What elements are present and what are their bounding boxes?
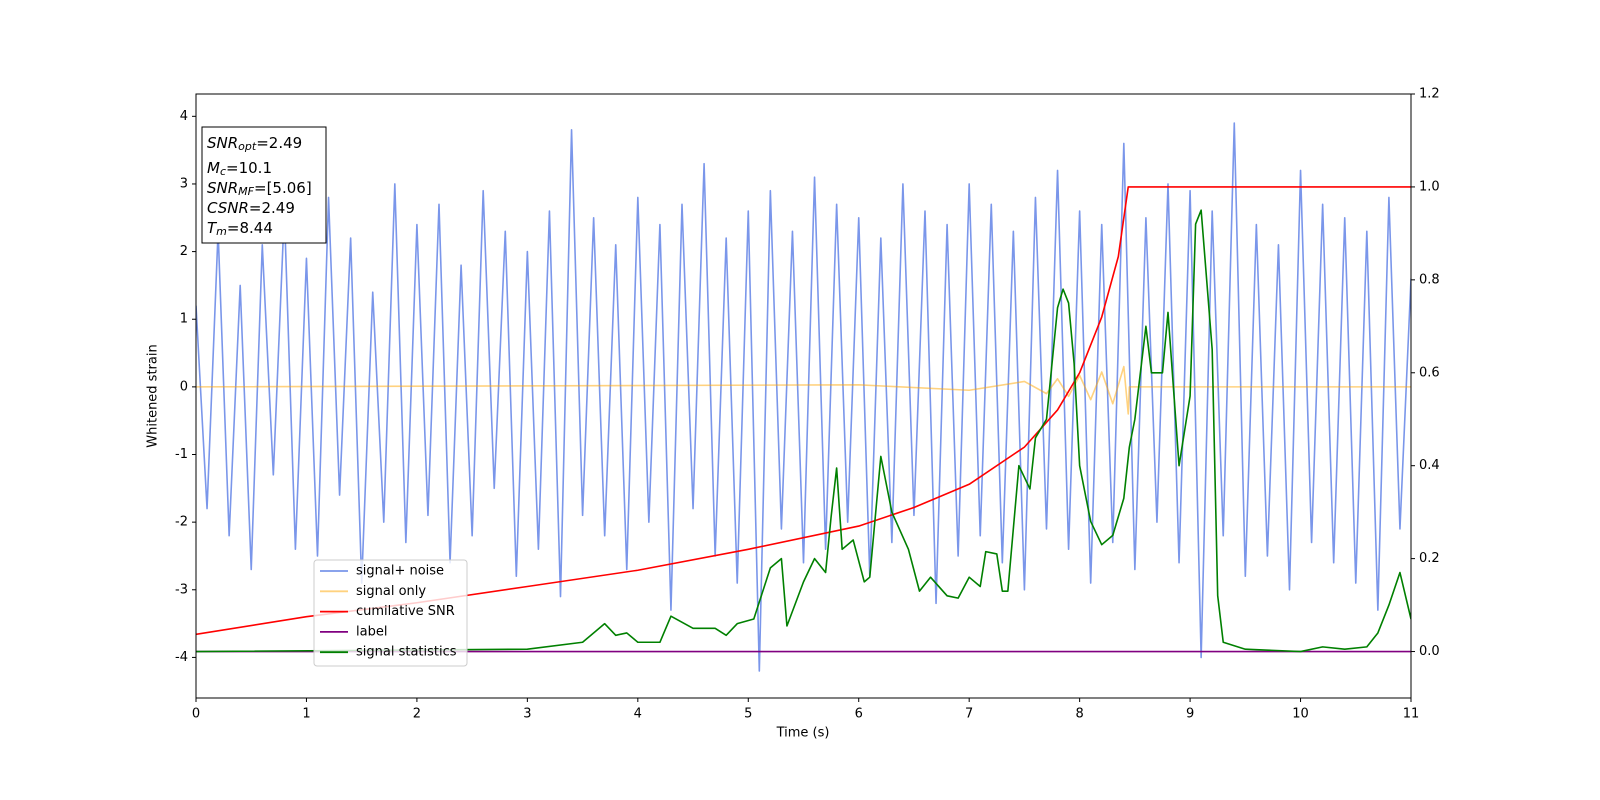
- annotation-symbol: T: [207, 219, 218, 237]
- x-tick-label: 9: [1186, 707, 1194, 722]
- y2-tick-label: 0.4: [1419, 458, 1440, 473]
- legend-label: signal+ noise: [356, 564, 444, 579]
- annotation-value: =8.44: [227, 219, 273, 237]
- y-tick-label: 3: [180, 176, 188, 191]
- annotation-value: =10.1: [226, 159, 272, 177]
- y-tick-label: -4: [175, 650, 188, 665]
- series-line: [196, 122, 1411, 672]
- x-tick-label: 2: [413, 707, 421, 722]
- y-tick-label: -2: [175, 515, 188, 530]
- x-tick-label: 1: [302, 707, 310, 722]
- x-tick-label: 0: [192, 707, 200, 722]
- y2-tick-label: 0.8: [1419, 272, 1440, 287]
- legend-label: cumilative SNR: [356, 604, 455, 619]
- series-line: [196, 186, 1411, 636]
- annotation-symbol: SNR: [207, 134, 238, 152]
- annotation-symbol: SNR: [207, 179, 238, 197]
- annotation: SNRMF=[5.06]: [207, 179, 312, 199]
- x-axis-label: Time (s): [776, 726, 830, 741]
- annotation: Mc=10.1: [207, 159, 272, 179]
- annotation-symbol: M: [207, 159, 220, 177]
- y-axis-label: Whitened strain: [146, 344, 161, 447]
- y-tick-label: 4: [180, 109, 188, 124]
- y-tick-label: 1: [180, 312, 188, 327]
- legend-label: signal statistics: [356, 645, 457, 660]
- y-tick-label: 0: [180, 379, 188, 394]
- y-tick-label: -1: [175, 447, 188, 462]
- y-tick-label: -3: [175, 582, 188, 597]
- y2-tick-label: 0.2: [1419, 551, 1440, 566]
- y2-tick-label: 1.2: [1419, 87, 1440, 102]
- y2-tick-label: 1.0: [1419, 179, 1440, 194]
- annotation-symbol: CSNR: [207, 199, 249, 217]
- annotation-value: =2.49: [256, 134, 302, 152]
- legend-box: [313, 559, 468, 667]
- y-tick-label: 2: [180, 244, 188, 259]
- x-tick-label: 3: [523, 707, 531, 722]
- y2-tick-label: 0.0: [1419, 644, 1440, 659]
- annotation: CSNR=2.49: [207, 199, 295, 217]
- x-tick-label: 6: [855, 707, 863, 722]
- annotation-subscript: c: [220, 165, 226, 178]
- annotation-box: [201, 126, 327, 244]
- x-tick-label: 8: [1075, 707, 1083, 722]
- annotation-value: =2.49: [249, 199, 295, 217]
- x-tick-label: 10: [1292, 707, 1309, 722]
- annotation: SNRopt=2.49: [207, 134, 302, 154]
- series-line: [196, 209, 1411, 653]
- legend-label: signal only: [356, 584, 426, 599]
- annotation: Tm=8.44: [207, 219, 273, 239]
- annotation-subscript: MF: [238, 185, 254, 198]
- x-tick-label: 4: [634, 707, 642, 722]
- series-line: [196, 365, 1411, 415]
- y2-tick-label: 0.6: [1419, 365, 1440, 380]
- x-tick-label: 7: [965, 707, 973, 722]
- annotation-subscript: m: [216, 225, 227, 238]
- annotation-subscript: opt: [238, 140, 257, 153]
- axes-frame: [195, 93, 1412, 699]
- x-tick-label: 5: [744, 707, 752, 722]
- annotation-value: =[5.06]: [254, 179, 312, 197]
- x-tick-label: 11: [1403, 707, 1420, 722]
- legend-label: label: [356, 624, 387, 639]
